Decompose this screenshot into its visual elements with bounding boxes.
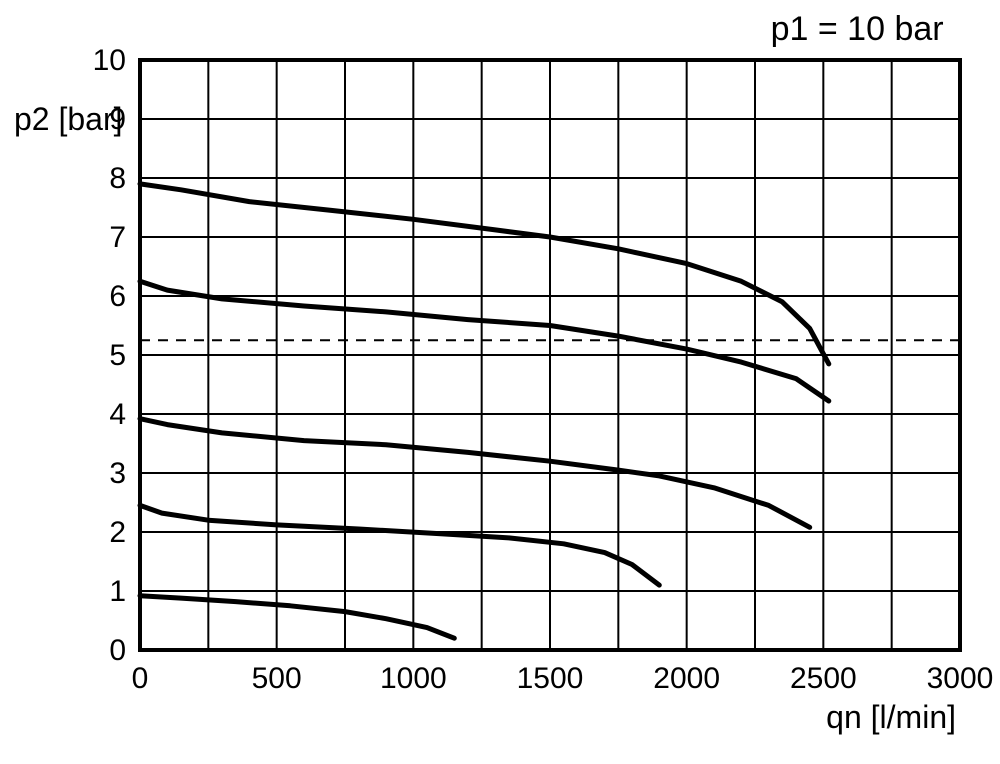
pressure-flow-chart: 050010001500200025003000012345678910qn [… <box>0 0 1000 764</box>
y-tick-label: 8 <box>109 162 126 195</box>
inlet-pressure-annotation: p1 = 10 bar <box>771 10 944 48</box>
x-tick-label: 1500 <box>517 662 584 695</box>
y-tick-label: 5 <box>109 339 126 372</box>
y-tick-label: 6 <box>109 280 126 313</box>
x-tick-label: 500 <box>252 662 302 695</box>
y-axis-label: p2 [bar] <box>14 101 123 137</box>
y-tick-label: 2 <box>109 516 126 549</box>
x-tick-label: 0 <box>132 662 149 695</box>
y-tick-label: 0 <box>109 634 126 667</box>
y-tick-label: 10 <box>93 44 126 77</box>
y-tick-label: 1 <box>109 575 126 608</box>
x-tick-label: 2500 <box>790 662 857 695</box>
x-tick-label: 3000 <box>927 662 994 695</box>
y-tick-label: 7 <box>109 221 126 254</box>
y-tick-label: 3 <box>109 457 126 490</box>
chart-canvas: 050010001500200025003000012345678910qn [… <box>0 0 1000 764</box>
x-axis-label: qn [l/min] <box>826 699 956 735</box>
x-tick-label: 1000 <box>380 662 447 695</box>
y-tick-label: 4 <box>109 398 126 431</box>
x-tick-label: 2000 <box>653 662 720 695</box>
